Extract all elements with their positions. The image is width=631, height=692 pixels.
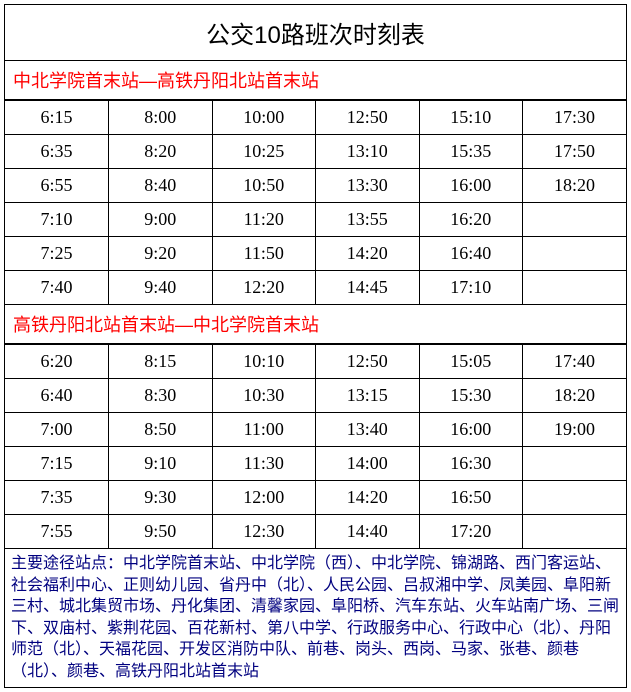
- time-cell: 13:55: [316, 203, 420, 237]
- time-cell: 6:15: [5, 101, 109, 135]
- table-row: 7:109:0011:2013:5516:20: [5, 203, 626, 237]
- timetable-section: 中北学院首末站—高铁丹阳北站首末站6:158:0010:0012:5015:10…: [5, 61, 626, 305]
- time-cell: 8:40: [109, 169, 213, 203]
- sections-container: 中北学院首末站—高铁丹阳北站首末站6:158:0010:0012:5015:10…: [5, 61, 626, 549]
- time-cell: 7:00: [5, 413, 109, 447]
- table-row: 6:158:0010:0012:5015:1017:30: [5, 101, 626, 135]
- time-cell: 11:50: [212, 237, 316, 271]
- time-cell: 13:30: [316, 169, 420, 203]
- time-cell: 12:20: [212, 271, 316, 305]
- time-cell: 17:40: [523, 345, 627, 379]
- time-cell: 9:10: [109, 447, 213, 481]
- time-cell: 14:40: [316, 515, 420, 549]
- time-cell: 6:55: [5, 169, 109, 203]
- time-cell: 12:00: [212, 481, 316, 515]
- table-row: 7:259:2011:5014:2016:40: [5, 237, 626, 271]
- time-cell: 14:45: [316, 271, 420, 305]
- time-cell: 11:30: [212, 447, 316, 481]
- time-cell: 14:20: [316, 237, 420, 271]
- table-row: 7:409:4012:2014:4517:10: [5, 271, 626, 305]
- time-cell: [523, 271, 627, 305]
- time-cell: 16:00: [419, 169, 523, 203]
- schedule-wrapper: 公交10路班次时刻表 中北学院首末站—高铁丹阳北站首末站6:158:0010:0…: [4, 4, 627, 688]
- time-cell: 9:00: [109, 203, 213, 237]
- time-cell: 6:35: [5, 135, 109, 169]
- time-cell: [523, 237, 627, 271]
- time-cell: 6:20: [5, 345, 109, 379]
- time-cell: 16:00: [419, 413, 523, 447]
- time-cell: 11:00: [212, 413, 316, 447]
- timetable: 6:158:0010:0012:5015:1017:306:358:2010:2…: [5, 100, 626, 304]
- time-cell: 15:35: [419, 135, 523, 169]
- time-cell: 12:50: [316, 345, 420, 379]
- time-cell: 15:30: [419, 379, 523, 413]
- timetable-section: 高铁丹阳北站首末站—中北学院首末站6:208:1510:1012:5015:05…: [5, 305, 626, 549]
- time-cell: 7:15: [5, 447, 109, 481]
- table-row: 6:558:4010:5013:3016:0018:20: [5, 169, 626, 203]
- time-cell: 13:15: [316, 379, 420, 413]
- table-row: 7:559:5012:3014:4017:20: [5, 515, 626, 549]
- time-cell: 9:30: [109, 481, 213, 515]
- time-cell: 7:35: [5, 481, 109, 515]
- time-cell: 19:00: [523, 413, 627, 447]
- time-cell: 18:20: [523, 169, 627, 203]
- table-row: 7:159:1011:3014:0016:30: [5, 447, 626, 481]
- time-cell: 6:40: [5, 379, 109, 413]
- table-row: 7:359:3012:0014:2016:50: [5, 481, 626, 515]
- time-cell: 10:30: [212, 379, 316, 413]
- time-cell: 12:50: [316, 101, 420, 135]
- time-cell: 7:10: [5, 203, 109, 237]
- timetable: 6:208:1510:1012:5015:0517:406:408:3010:3…: [5, 344, 626, 548]
- time-cell: 16:30: [419, 447, 523, 481]
- time-cell: [523, 203, 627, 237]
- time-cell: 11:20: [212, 203, 316, 237]
- time-cell: 10:00: [212, 101, 316, 135]
- time-cell: 9:20: [109, 237, 213, 271]
- time-cell: 13:40: [316, 413, 420, 447]
- time-cell: [523, 481, 627, 515]
- time-cell: 8:30: [109, 379, 213, 413]
- time-cell: 8:50: [109, 413, 213, 447]
- time-cell: 8:20: [109, 135, 213, 169]
- time-cell: [523, 447, 627, 481]
- section-header: 中北学院首末站—高铁丹阳北站首末站: [5, 61, 626, 100]
- time-cell: 8:00: [109, 101, 213, 135]
- time-cell: 8:15: [109, 345, 213, 379]
- time-cell: 18:20: [523, 379, 627, 413]
- page-title: 公交10路班次时刻表: [5, 5, 626, 61]
- time-cell: 9:40: [109, 271, 213, 305]
- time-cell: 17:30: [523, 101, 627, 135]
- table-row: 6:408:3010:3013:1515:3018:20: [5, 379, 626, 413]
- time-cell: 14:20: [316, 481, 420, 515]
- time-cell: 16:50: [419, 481, 523, 515]
- time-cell: 10:25: [212, 135, 316, 169]
- time-cell: 13:10: [316, 135, 420, 169]
- time-cell: 17:10: [419, 271, 523, 305]
- time-cell: 16:40: [419, 237, 523, 271]
- time-cell: [523, 515, 627, 549]
- time-cell: 9:50: [109, 515, 213, 549]
- table-row: 7:008:5011:0013:4016:0019:00: [5, 413, 626, 447]
- time-cell: 17:20: [419, 515, 523, 549]
- time-cell: 15:05: [419, 345, 523, 379]
- time-cell: 7:55: [5, 515, 109, 549]
- footnote-text: 主要途径站点：中北学院首末站、中北学院（西）、中北学院、锦湖路、西门客运站、社会…: [5, 549, 626, 687]
- time-cell: 14:00: [316, 447, 420, 481]
- time-cell: 7:25: [5, 237, 109, 271]
- time-cell: 16:20: [419, 203, 523, 237]
- section-header: 高铁丹阳北站首末站—中北学院首末站: [5, 305, 626, 344]
- table-row: 6:358:2010:2513:1015:3517:50: [5, 135, 626, 169]
- time-cell: 10:10: [212, 345, 316, 379]
- table-row: 6:208:1510:1012:5015:0517:40: [5, 345, 626, 379]
- time-cell: 17:50: [523, 135, 627, 169]
- time-cell: 10:50: [212, 169, 316, 203]
- time-cell: 12:30: [212, 515, 316, 549]
- time-cell: 15:10: [419, 101, 523, 135]
- time-cell: 7:40: [5, 271, 109, 305]
